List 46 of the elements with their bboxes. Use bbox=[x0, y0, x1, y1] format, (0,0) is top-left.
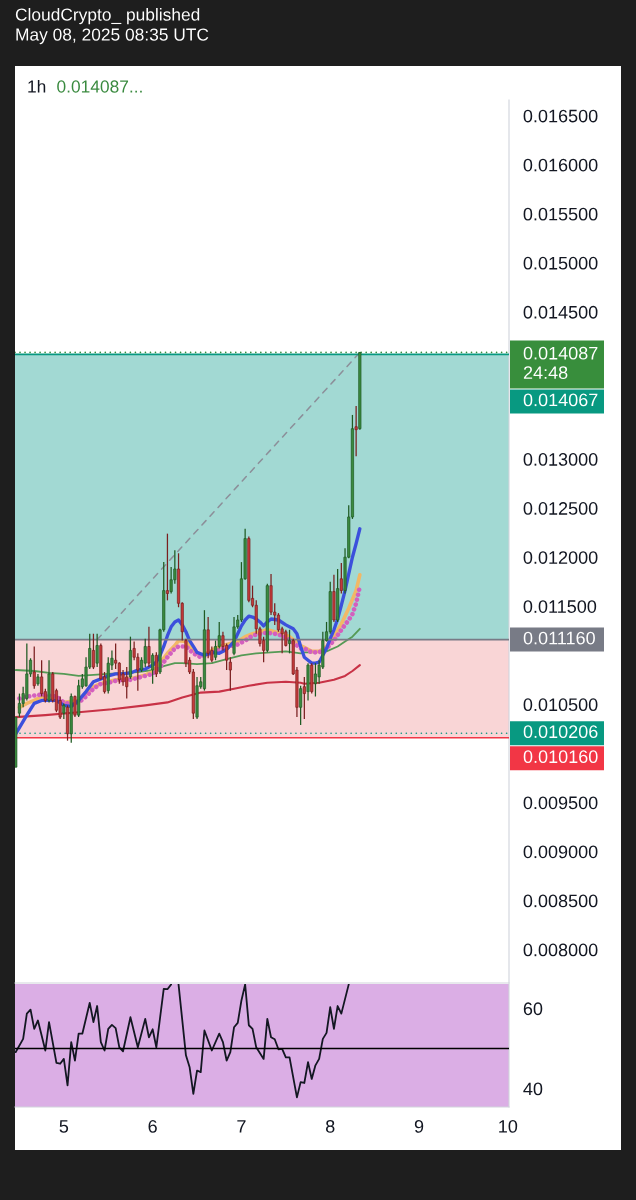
chart-subtitle: 0.014087... bbox=[57, 80, 142, 93]
x-tick-label: 5 bbox=[59, 1120, 69, 1133]
text: CloudCrypto_ published May 08, 2025 08:35 UTC bbox=[15, 8, 209, 45]
candlestick bbox=[299, 685, 303, 726]
x-tick-label: 9 bbox=[414, 1119, 424, 1133]
y-tick-label: 0.011500 bbox=[523, 600, 597, 613]
y-tick-label: 60 bbox=[523, 1002, 543, 1016]
candlestick bbox=[117, 661, 121, 685]
candlestick bbox=[288, 629, 292, 654]
candlestick bbox=[125, 666, 129, 700]
candlestick bbox=[95, 633, 99, 668]
ref-line-label: 0.014087 24:48 bbox=[523, 346, 598, 380]
x-tick-label: 7 bbox=[237, 1120, 246, 1133]
y-tick-label: 0.015000 bbox=[523, 256, 598, 270]
candlestick bbox=[214, 639, 218, 661]
candlestick bbox=[339, 562, 343, 595]
y-tick-label: 0.008000 bbox=[523, 943, 598, 957]
y-tick-label: 0.016500 bbox=[523, 109, 598, 123]
y-tick-label: 0.015500 bbox=[523, 207, 598, 221]
y-tick-label: 0.013000 bbox=[523, 453, 598, 466]
chart-title: 1h bbox=[28, 79, 46, 93]
candlestick bbox=[354, 405, 358, 457]
ref-line-label: 0.010160 bbox=[523, 750, 598, 764]
candlestick bbox=[32, 645, 36, 690]
y-tick-label: 0.014500 bbox=[523, 305, 598, 319]
candlestick bbox=[91, 633, 95, 670]
y-tick-label: 0.012000 bbox=[523, 551, 598, 564]
x-tick-label: 10 bbox=[499, 1119, 518, 1133]
ref-line-label: 0.011160 bbox=[523, 631, 595, 645]
candlestick bbox=[143, 638, 147, 668]
candlestick bbox=[165, 533, 169, 601]
y-tick-label: 40 bbox=[523, 1082, 543, 1096]
candlestick bbox=[40, 659, 44, 698]
y-tick-label: 0.016000 bbox=[523, 158, 598, 172]
y-tick-label: 0.012500 bbox=[523, 502, 598, 515]
ref-line-label: 0.014067 bbox=[523, 393, 598, 407]
candlestick bbox=[206, 616, 210, 659]
x-tick-label: 6 bbox=[148, 1119, 157, 1133]
y-tick-label: 0.009500 bbox=[523, 796, 598, 810]
ref-line-label: 0.010206 bbox=[523, 725, 598, 739]
y-tick-label: 0.009000 bbox=[523, 845, 598, 859]
x-tick-label: 8 bbox=[326, 1119, 335, 1133]
y-tick-label: 0.008500 bbox=[523, 894, 598, 908]
candlestick bbox=[147, 626, 151, 668]
y-tick-label: 0.010500 bbox=[523, 698, 598, 712]
candlestick bbox=[154, 651, 158, 678]
